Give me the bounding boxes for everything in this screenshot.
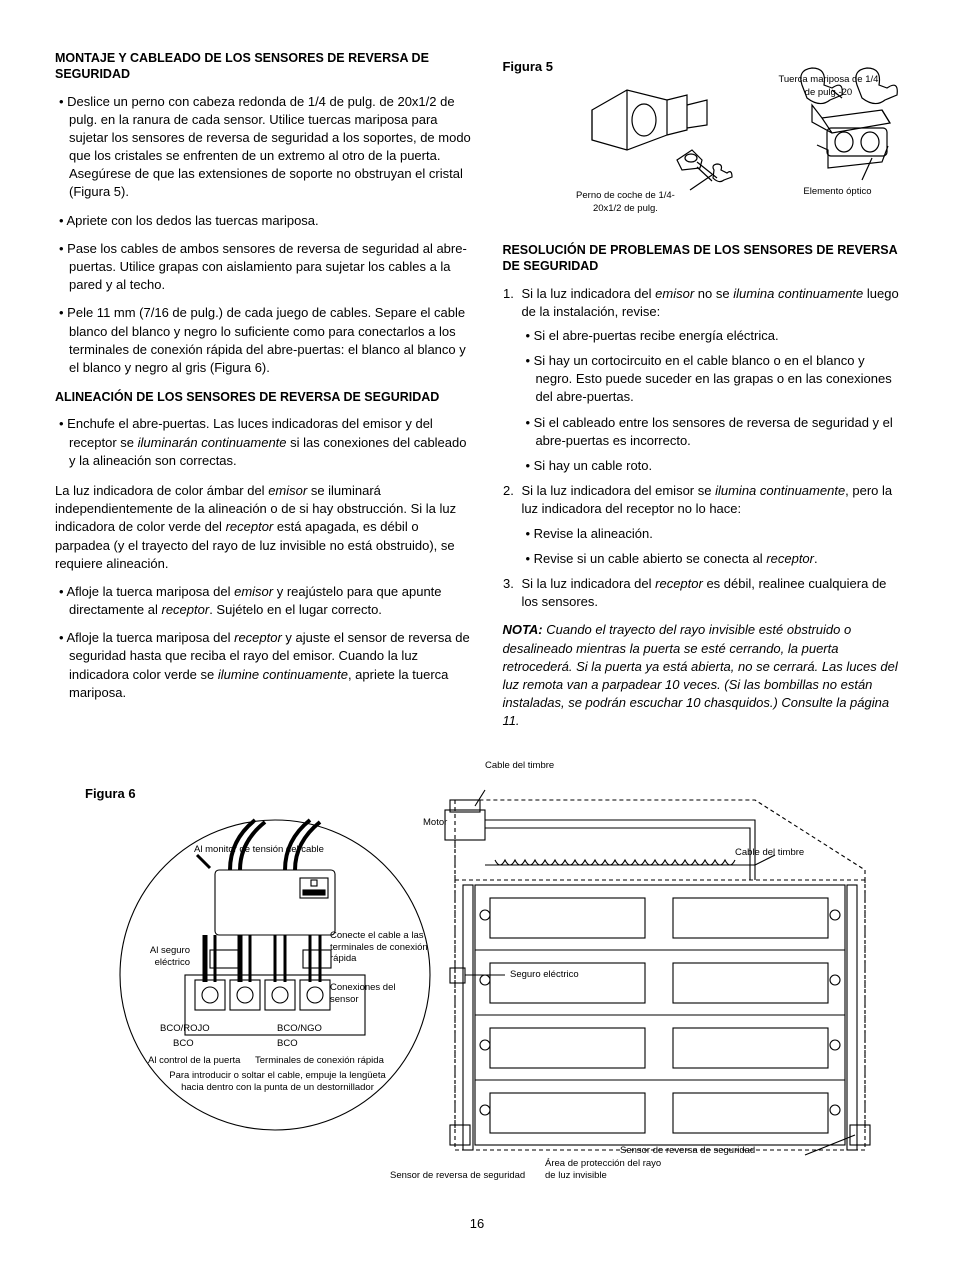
text: . bbox=[814, 551, 818, 566]
note-block: NOTA: Cuando el trayecto del rayo invisi… bbox=[502, 621, 899, 730]
list-item: Enchufe el abre-puertas. Las luces indic… bbox=[55, 415, 472, 470]
figure-5-label-wingnut: Tuerca mariposa de 1/4 de pulg.-20 bbox=[774, 73, 882, 100]
left-column: MONTAJE Y CABLEADO DE LOS SENSORES DE RE… bbox=[55, 50, 472, 730]
label-cable-timbre-top: Cable del timbre bbox=[485, 760, 554, 771]
italic-text: iluminarán continuamente bbox=[138, 435, 287, 450]
figure-5-label: Figura 5 bbox=[502, 58, 553, 76]
italic-text: ilumina continuamente bbox=[715, 483, 845, 498]
list-item: Si el abre-puertas recibe energía eléctr… bbox=[521, 327, 899, 345]
heading-resolucion: RESOLUCIÓN DE PROBLEMAS DE LOS SENSORES … bbox=[502, 242, 899, 275]
page-number: 16 bbox=[55, 1215, 899, 1233]
bullet-list-1: Deslice un perno con cabeza redonda de 1… bbox=[55, 93, 472, 378]
label-control: Al control de la puerta bbox=[148, 1055, 240, 1066]
label-bco-rojo: BCO/ROJO bbox=[160, 1023, 210, 1034]
list-item: Si el cableado entre los sensores de rev… bbox=[521, 414, 899, 450]
list-item: Apriete con los dedos las tuercas maripo… bbox=[55, 212, 472, 230]
italic-text: ilumina continuamente bbox=[733, 286, 863, 301]
text: Afloje la tuerca mariposa del bbox=[66, 630, 234, 645]
figure-5-label-optical: Elemento óptico bbox=[802, 185, 872, 198]
label-area: Área de protección del rayo de luz invis… bbox=[545, 1158, 665, 1181]
nested-bullets: Si el abre-puertas recibe energía eléctr… bbox=[521, 327, 899, 475]
label-seguro-electrico: Seguro eléctrico bbox=[510, 969, 579, 980]
paragraph: La luz indicadora de color ámbar del emi… bbox=[55, 482, 472, 573]
text: Afloje la tuerca mariposa del bbox=[66, 584, 234, 599]
nested-bullets: Revise la alineación. Revise si un cable… bbox=[521, 525, 899, 568]
text: La luz indicadora de color ámbar del bbox=[55, 483, 268, 498]
list-item: Si hay un cable roto. bbox=[521, 457, 899, 475]
figure-6: Figura 6 bbox=[55, 750, 899, 1200]
figure-5-label-bolt: Perno de coche de 1/4-20x1/2 de pulg. bbox=[569, 189, 681, 216]
italic-text: emisor bbox=[234, 584, 273, 599]
label-seguro-left: Al seguro eléctrico bbox=[130, 945, 190, 968]
italic-text: receptor bbox=[766, 551, 814, 566]
list-item: Pele 11 mm (7/16 de pulg.) de cada juego… bbox=[55, 304, 472, 377]
label-bco-ngo: BCO/NGO bbox=[277, 1023, 322, 1034]
label-bco-1: BCO bbox=[173, 1038, 194, 1049]
list-item: Si la luz indicadora del emisor se ilumi… bbox=[517, 482, 899, 568]
note-text: Cuando el trayecto del rayo invisible es… bbox=[502, 622, 897, 728]
figure-6-diagram bbox=[55, 750, 899, 1200]
note-label: NOTA: bbox=[502, 622, 542, 637]
text: Si la luz indicadora del emisor se bbox=[521, 483, 715, 498]
label-monitor: Al monitor de tensión del cable bbox=[189, 844, 329, 855]
label-terminales: Terminales de conexión rápida bbox=[255, 1055, 384, 1066]
text: no se bbox=[694, 286, 733, 301]
italic-text: receptor bbox=[162, 602, 210, 617]
list-item: Si la luz indicadora del receptor es déb… bbox=[517, 575, 899, 611]
bullet-list-3: Afloje la tuerca mariposa del emisor y r… bbox=[55, 583, 472, 702]
figure-6-label: Figura 6 bbox=[85, 785, 136, 803]
text: Revise si un cable abierto se conecta al bbox=[534, 551, 767, 566]
label-sensor-bottom: Sensor de reversa de seguridad bbox=[390, 1170, 525, 1181]
label-cable-timbre-right: Cable del timbre bbox=[735, 847, 804, 858]
list-item: Deslice un perno con cabeza redonda de 1… bbox=[55, 93, 472, 202]
italic-text: emisor bbox=[655, 286, 694, 301]
figure-5: Figura 5 bbox=[502, 50, 899, 230]
list-item: Pase los cables de ambos sensores de rev… bbox=[55, 240, 472, 295]
label-bco-2: BCO bbox=[277, 1038, 298, 1049]
label-instruccion: Para introducir o soltar el cable, empuj… bbox=[165, 1070, 390, 1093]
list-item: Revise si un cable abierto se conecta al… bbox=[521, 550, 899, 568]
list-item: Afloje la tuerca mariposa del receptor y… bbox=[55, 629, 472, 702]
italic-text: receptor bbox=[226, 519, 274, 534]
label-motor: Motor bbox=[423, 817, 447, 828]
list-item: Si la luz indicadora del emisor no se il… bbox=[517, 285, 899, 476]
list-item: Afloje la tuerca mariposa del emisor y r… bbox=[55, 583, 472, 619]
list-item: Revise la alineación. bbox=[521, 525, 899, 543]
italic-text: receptor bbox=[234, 630, 282, 645]
italic-text: ilumine continuamente bbox=[218, 667, 348, 682]
label-conexiones: Conexiones del sensor bbox=[330, 982, 410, 1005]
heading-alineacion: ALINEACIÓN DE LOS SENSORES DE REVERSA DE… bbox=[55, 389, 472, 405]
heading-montaje: MONTAJE Y CABLEADO DE LOS SENSORES DE RE… bbox=[55, 50, 472, 83]
italic-text: receptor bbox=[655, 576, 703, 591]
text: Si la luz indicadora del bbox=[521, 576, 655, 591]
list-item: Si hay un cortocircuito en el cable blan… bbox=[521, 352, 899, 407]
text: . Sujételo en el lugar correcto. bbox=[209, 602, 382, 617]
label-sensor-right: Sensor de reversa de seguridad bbox=[620, 1145, 755, 1156]
numbered-list: Si la luz indicadora del emisor no se il… bbox=[502, 285, 899, 612]
label-conecte: Conecte el cable a las terminales de con… bbox=[330, 930, 430, 964]
bullet-list-2: Enchufe el abre-puertas. Las luces indic… bbox=[55, 415, 472, 470]
right-column: Figura 5 bbox=[502, 50, 899, 730]
text: Si la luz indicadora del bbox=[521, 286, 655, 301]
italic-text: emisor bbox=[268, 483, 307, 498]
